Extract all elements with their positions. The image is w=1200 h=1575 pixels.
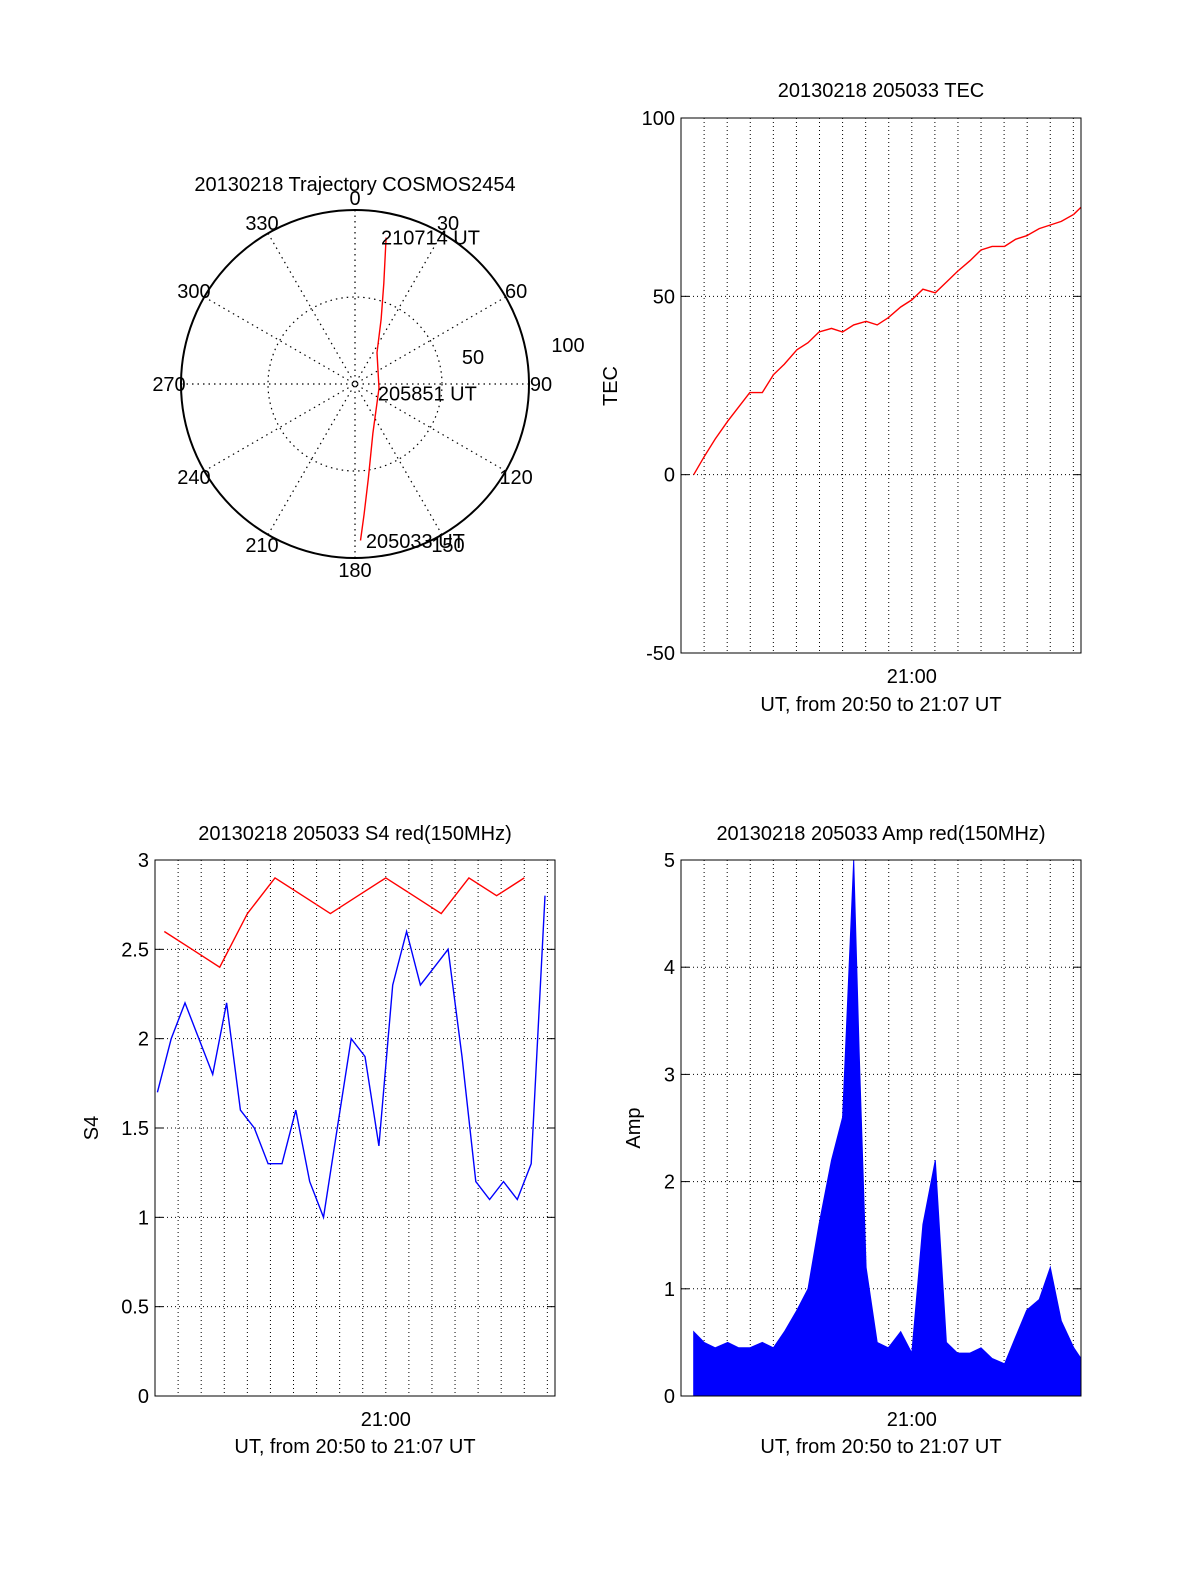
y-tick-label: 2 [138, 1029, 149, 1051]
trajectory-line [359, 237, 387, 541]
polar-inner-circle [267, 296, 443, 472]
tec-plot-frame [680, 117, 1082, 654]
s4-title: 20130218 205033 S4 red(150MHz) [198, 823, 512, 845]
s4-red-series [163, 876, 525, 969]
y-tick-label: 1 [664, 1279, 675, 1301]
polar-angle-tick: 300 [177, 281, 210, 303]
polar-angle-tick: 210 [245, 535, 278, 557]
trajectory-polar-panel: 20130218 Trajectory COSMOS2454 0 30 60 90 12… [152, 174, 584, 582]
polar-angle-tick: 60 [505, 281, 527, 303]
y-tick-label: 0 [664, 465, 675, 487]
y-tick-label: 100 [642, 108, 675, 130]
y-tick-label: 4 [664, 957, 675, 979]
x-tick-label: 21:00 [887, 666, 937, 688]
trajectory-time-label: 210714 UT [381, 228, 480, 250]
y-tick-label: -50 [646, 643, 675, 665]
tec-title: 20130218 205033 TEC [778, 80, 984, 102]
tec-series [693, 206, 1082, 476]
polar-angle-tick: 0 [349, 188, 360, 210]
polar-radial-label: 50 [462, 347, 484, 369]
polar-angle-tick: 330 [245, 213, 278, 235]
amp-x-axis-label: UT, from 20:50 to 21:07 UT [760, 1436, 1001, 1458]
y-tick-label: 1.5 [121, 1118, 149, 1140]
y-tick-label: 3 [664, 1064, 675, 1086]
trajectory-time-label: 205033 UT [366, 531, 465, 553]
polar-angle-tick: 240 [177, 467, 210, 489]
y-tick-label: 0 [664, 1386, 675, 1408]
x-tick-label: 21:00 [887, 1409, 937, 1431]
tec-y-axis-label: TEC [600, 366, 622, 406]
amp-y-axis-label: Amp [623, 1107, 645, 1148]
polar-angle-tick: 90 [530, 374, 552, 396]
y-tick-label: 50 [653, 286, 675, 308]
amp-panel: 20130218 205033 Amp red(150MHz) 0 1 2 3 4 5 21… [623, 823, 1082, 1458]
s4-y-axis-label: S4 [81, 1116, 103, 1140]
y-tick-label: 5 [664, 850, 675, 872]
y-tick-label: 1 [138, 1207, 149, 1229]
y-tick-label: 3 [138, 850, 149, 872]
polar-angle-tick: 120 [499, 467, 532, 489]
polar-angle-tick: 180 [338, 560, 371, 582]
polar-angle-tick: 150 [431, 535, 464, 557]
amp-plot-frame [680, 859, 1082, 1397]
s4-panel: 20130218 205033 S4 red(150MHz) 0 0.5 1 1.5 2… [81, 823, 556, 1458]
amp-title: 20130218 205033 Amp red(150MHz) [716, 823, 1045, 845]
amplitude-area [693, 859, 1082, 1397]
x-tick-label: 21:00 [361, 1409, 411, 1431]
y-tick-label: 2.5 [121, 939, 149, 961]
s4-blue-series [156, 895, 546, 1220]
y-tick-label: 2 [664, 1172, 675, 1194]
tec-panel: 20130218 205033 TEC -50 0 50 100 21:00 UT, f… [600, 80, 1082, 716]
polar-angle-tick: 270 [152, 374, 185, 396]
tec-x-axis-label: UT, from 20:50 to 21:07 UT [760, 694, 1001, 716]
y-tick-label: 0.5 [121, 1297, 149, 1319]
polar-radial-label: 100 [551, 335, 584, 357]
trajectory-time-label: 205851 UT [378, 383, 477, 405]
y-tick-label: 0 [138, 1386, 149, 1408]
trajectory-title: 20130218 Trajectory COSMOS2454 [194, 174, 515, 196]
s4-x-axis-label: UT, from 20:50 to 21:07 UT [234, 1436, 475, 1458]
polar-angle-tick: 30 [437, 213, 459, 235]
